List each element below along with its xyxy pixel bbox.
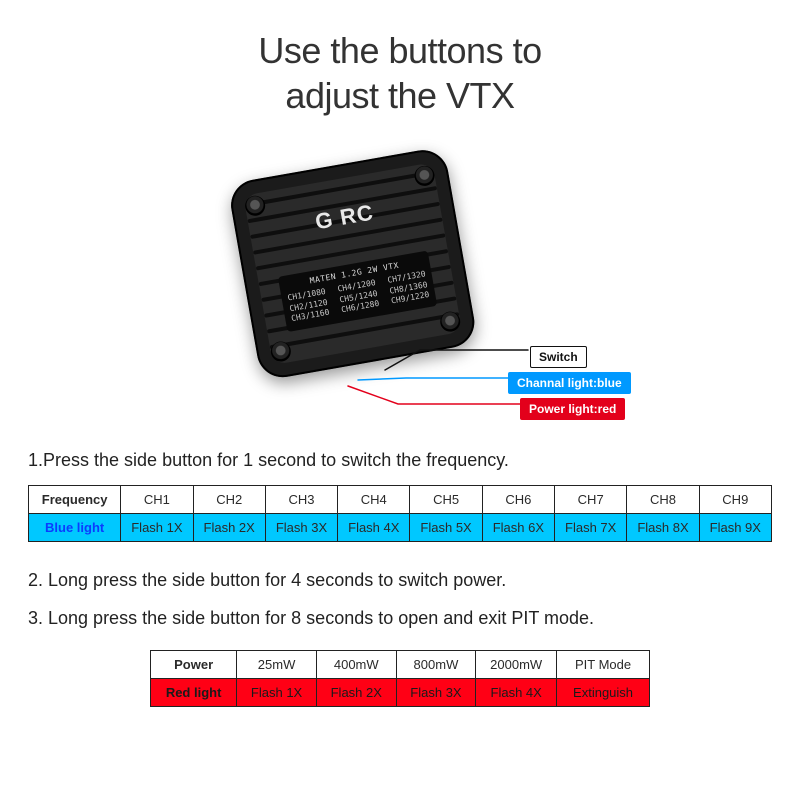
freq-channel-header: CH8 <box>627 486 699 514</box>
freq-channel-header: CH6 <box>482 486 554 514</box>
freq-row-label: Blue light <box>29 514 121 542</box>
freq-cell: Flash 9X <box>699 514 771 542</box>
title-line-2: adjust the VTX <box>285 75 514 116</box>
power-level-header: PIT Mode <box>557 651 650 679</box>
freq-cell: Flash 3X <box>265 514 337 542</box>
freq-channel-header: CH5 <box>410 486 482 514</box>
callout-line-power <box>348 386 520 404</box>
power-level-header: 25mW <box>237 651 317 679</box>
frequency-table: FrequencyCH1CH2CH3CH4CH5CH6CH7CH8CH9 Blu… <box>28 485 772 542</box>
callouts: Switch Channal light:blue Power light:re… <box>0 150 800 410</box>
power-level-header: 400mW <box>316 651 396 679</box>
power-cell: Flash 3X <box>396 679 476 707</box>
power-cell: Extinguish <box>557 679 650 707</box>
freq-cell: Flash 6X <box>482 514 554 542</box>
power-level-header: 2000mW <box>476 651 557 679</box>
freq-cell: Flash 2X <box>193 514 265 542</box>
instruction-2: 2. Long press the side button for 4 seco… <box>28 570 506 591</box>
callout-line-switch <box>385 350 528 370</box>
power-cell: Flash 2X <box>316 679 396 707</box>
callout-power: Power light:red <box>520 398 625 420</box>
power-cell: Flash 1X <box>237 679 317 707</box>
freq-cell: Flash 5X <box>410 514 482 542</box>
instruction-3: 3. Long press the side button for 8 seco… <box>28 608 594 629</box>
freq-channel-header: CH3 <box>265 486 337 514</box>
callout-channel: Channal light:blue <box>508 372 631 394</box>
power-row-label: Red light <box>151 679 237 707</box>
freq-cell: Flash 7X <box>555 514 627 542</box>
power-cell: Flash 4X <box>476 679 557 707</box>
freq-cell: Flash 8X <box>627 514 699 542</box>
freq-header-label: Frequency <box>29 486 121 514</box>
power-header-label: Power <box>151 651 237 679</box>
instruction-1: 1.Press the side button for 1 second to … <box>28 450 509 471</box>
power-level-header: 800mW <box>396 651 476 679</box>
callout-line-channel <box>358 378 508 380</box>
callout-switch: Switch <box>530 346 587 368</box>
freq-cell: Flash 1X <box>121 514 193 542</box>
freq-channel-header: CH7 <box>555 486 627 514</box>
callout-lines-svg <box>0 150 800 420</box>
freq-channel-header: CH9 <box>699 486 771 514</box>
freq-channel-header: CH1 <box>121 486 193 514</box>
title-line-1: Use the buttons to <box>258 30 541 71</box>
freq-cell: Flash 4X <box>338 514 410 542</box>
power-table: Power25mW400mW800mW2000mWPIT Mode Red li… <box>150 650 650 707</box>
freq-channel-header: CH4 <box>338 486 410 514</box>
freq-channel-header: CH2 <box>193 486 265 514</box>
page-title: Use the buttons to adjust the VTX <box>0 28 800 118</box>
